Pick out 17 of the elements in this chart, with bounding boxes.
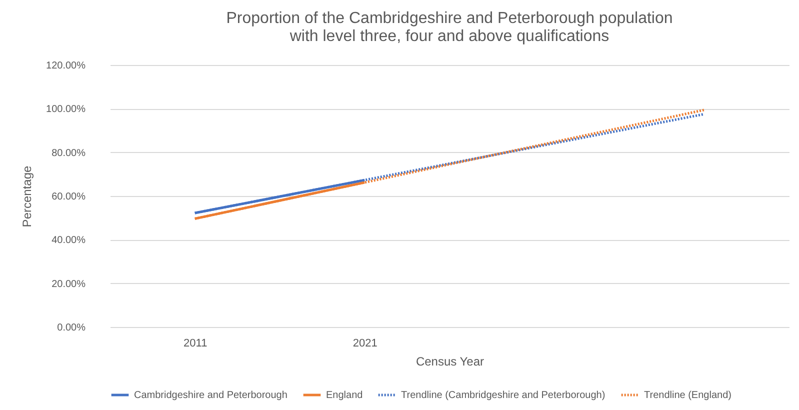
text: Proportion of the Cambridgeshire and Peterborough population	[226, 10, 673, 27]
legend-label: England	[326, 390, 363, 401]
legend-label: Cambridgeshire and Peterborough	[134, 390, 288, 401]
y-tick-label: 20.00%	[52, 278, 86, 290]
y-tick-label: 0.00%	[57, 322, 86, 334]
x-tick-label: 2011	[184, 338, 208, 350]
y-axis-title: Percentage	[20, 165, 34, 228]
legend-label: Trendline (England)	[644, 390, 732, 401]
y-tick-label: 80.00%	[52, 148, 86, 159]
y-tick-label: 60.00%	[52, 192, 86, 202]
y-tick-label: 100.00%	[46, 104, 86, 116]
legend-label: Trendline (Cambridgeshire and Peterborough)	[401, 390, 606, 401]
text: with level three, four and above qualifications	[290, 28, 610, 45]
x-axis-title: Census Year	[416, 354, 484, 368]
x-tick-label: 2021	[352, 338, 378, 350]
y-tick-label: 40.00%	[52, 235, 86, 246]
y-tick-label: 120.00%	[46, 60, 86, 72]
